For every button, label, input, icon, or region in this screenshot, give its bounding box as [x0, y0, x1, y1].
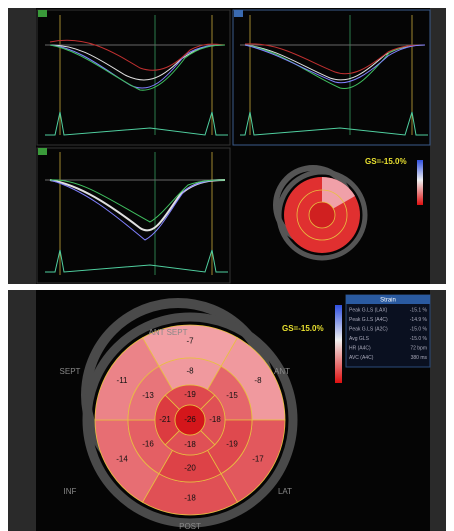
segment-label: -17: [252, 454, 264, 463]
segment-label: -20: [184, 464, 196, 473]
ring-line: [308, 201, 336, 229]
segment-label: -19: [226, 439, 238, 448]
table-cell: 72 bpm: [410, 345, 427, 351]
segment-label: -19: [184, 390, 196, 399]
curve: [49, 44, 226, 89]
segment-label: -21: [159, 415, 171, 424]
table-cell: -14.9 %: [410, 317, 428, 323]
curve: [244, 43, 426, 75]
segment-label: -7: [186, 337, 194, 346]
bullseye: -7 -8 -17 -18 -14 -11 -8 -15 -19 -20 -16 -13 -19 -18 -…: [94, 324, 286, 516]
ecg: [240, 111, 428, 136]
table-cell: -15.1 %: [410, 307, 428, 313]
segment-label: -18: [184, 494, 196, 503]
orientation-label: ANT SEPT: [149, 328, 188, 337]
segment-label: -8: [254, 376, 262, 385]
ring: [82, 312, 298, 528]
table-title: Strain: [380, 298, 396, 304]
table-cell: AVC (A4C): [349, 355, 374, 361]
panel-tag: [234, 10, 243, 17]
curve: [244, 44, 426, 84]
table-cell: Peak G.LS (LAX): [349, 307, 388, 313]
table-cell: Avg GLS: [349, 336, 370, 342]
ring-line: [296, 189, 348, 241]
ecg: [45, 111, 228, 136]
table-cell: HR (A4C): [349, 345, 371, 351]
segment-label: -16: [142, 439, 154, 448]
table-cell: 380 ms: [411, 355, 428, 361]
segment-label: -13: [142, 391, 154, 400]
orientation-label: POST: [179, 522, 201, 531]
segment: [174, 404, 206, 436]
table-cell: Peak G.LS (A2C): [349, 326, 388, 332]
orientation-label: ANT: [274, 367, 290, 376]
table-header: [346, 295, 430, 304]
color-bar: [417, 160, 423, 205]
panel-tag: [38, 10, 47, 17]
strain-panel: [36, 9, 231, 146]
table-rows: Peak G.LS (LAX) -15.1 % Peak G.LS (A4C) -14…: [349, 307, 428, 361]
mini-bullseye: [273, 160, 423, 261]
ring: [276, 169, 368, 261]
segment-label: -11: [117, 376, 129, 385]
panel-tag: [38, 148, 47, 155]
segment-label: -15: [226, 391, 238, 400]
curve: [49, 179, 226, 241]
curve: [49, 39, 226, 71]
segment-label: -18: [209, 415, 221, 424]
segment-label: -18: [184, 440, 196, 449]
table-cell: -15.0 %: [410, 326, 428, 332]
segment-label: -8: [186, 367, 194, 376]
curve: [49, 179, 226, 223]
global-strain: GS=-15.0%: [282, 324, 324, 333]
panel-border: [232, 9, 431, 146]
panel-border: [36, 147, 231, 284]
orientation-label: LAT: [278, 487, 292, 496]
ecg: [45, 249, 228, 273]
orientation-label: INF: [64, 487, 77, 496]
curve: [49, 44, 226, 91]
orientation-label: SEPT: [60, 367, 81, 376]
panel-border: [36, 9, 231, 146]
table-cell: Peak G.LS (A4C): [349, 317, 388, 323]
global-strain: GS=-15.0%: [365, 157, 407, 166]
segment-label: -26: [184, 415, 196, 424]
table-cell: -15.0 %: [410, 336, 428, 342]
color-bar: [335, 305, 342, 383]
strain-panel: [36, 147, 231, 284]
segment-label: -14: [116, 454, 128, 463]
strain-panel: [232, 9, 431, 146]
